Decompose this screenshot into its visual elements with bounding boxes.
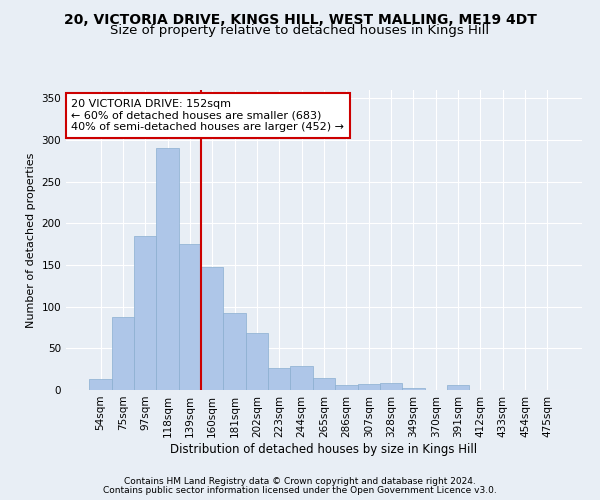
Text: Size of property relative to detached houses in Kings Hill: Size of property relative to detached ho… (110, 24, 490, 37)
Bar (447, 385, 469, 390)
Bar (201, 266, 223, 390)
Bar (313, 378, 335, 390)
Bar (89, 379, 112, 390)
Y-axis label: Number of detached properties: Number of detached properties (26, 152, 36, 328)
Bar (223, 312, 246, 390)
Text: Contains HM Land Registry data © Crown copyright and database right 2024.: Contains HM Land Registry data © Crown c… (124, 477, 476, 486)
Text: Contains public sector information licensed under the Open Government Licence v3: Contains public sector information licen… (103, 486, 497, 495)
Bar (380, 382, 402, 390)
Bar (112, 316, 134, 390)
X-axis label: Distribution of detached houses by size in Kings Hill: Distribution of detached houses by size … (170, 442, 478, 456)
Bar (335, 385, 358, 390)
Text: 20 VICTORIA DRIVE: 152sqm
← 60% of detached houses are smaller (683)
40% of semi: 20 VICTORIA DRIVE: 152sqm ← 60% of detac… (71, 99, 344, 132)
Bar (157, 148, 179, 390)
Text: 20, VICTORIA DRIVE, KINGS HILL, WEST MALLING, ME19 4DT: 20, VICTORIA DRIVE, KINGS HILL, WEST MAL… (64, 12, 536, 26)
Bar (179, 244, 201, 390)
Bar (290, 366, 313, 390)
Bar (246, 334, 268, 390)
Bar (268, 368, 290, 390)
Bar (402, 388, 425, 390)
Bar (358, 384, 380, 390)
Bar (134, 236, 157, 390)
